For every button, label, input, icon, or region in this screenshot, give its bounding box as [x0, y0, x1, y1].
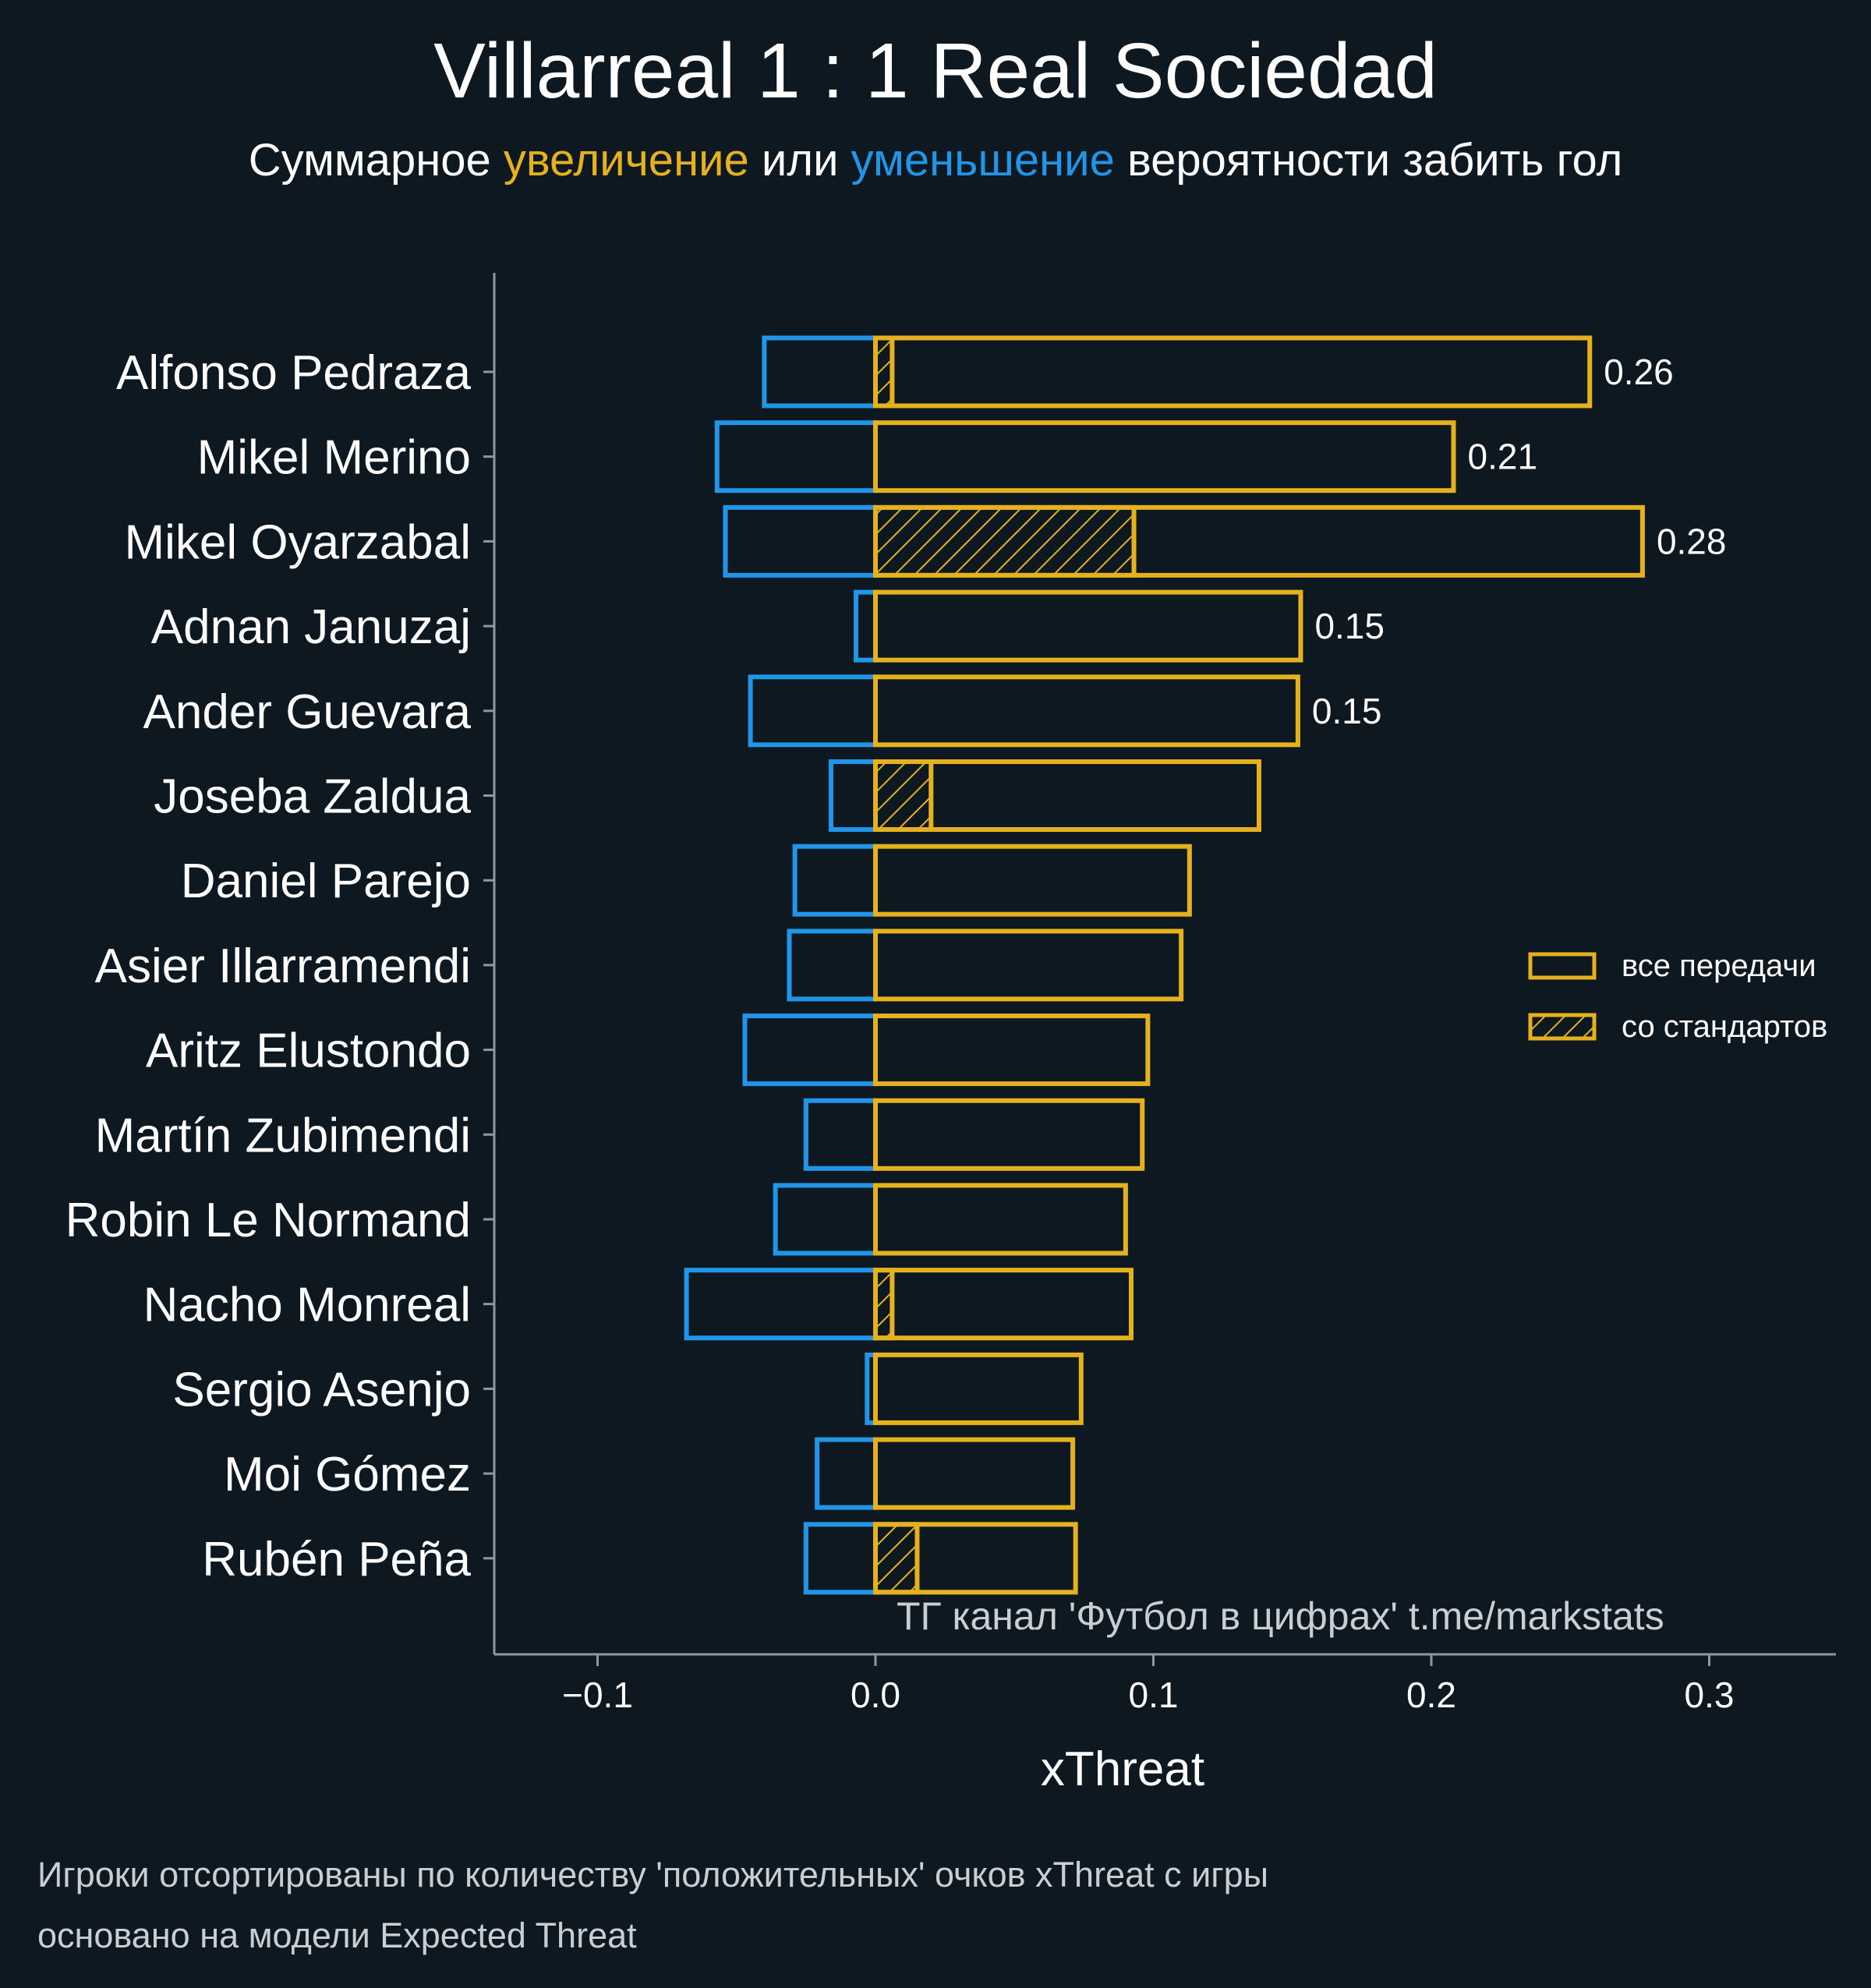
x-tick-label: 0.3 — [1685, 1675, 1735, 1715]
bar-positive — [873, 844, 1192, 917]
value-label: 0.15 — [1312, 691, 1382, 731]
bar-positive — [873, 589, 1303, 663]
bar-negative — [854, 589, 879, 663]
x-axis-label: xThreat — [1041, 1742, 1204, 1796]
bar-negative — [787, 929, 878, 1002]
bar-negative — [684, 1268, 879, 1341]
bar-negative — [815, 1437, 879, 1510]
subtitle-part-1: увеличение — [504, 135, 749, 186]
y-tick-label: Daniel Parejo — [181, 854, 471, 908]
bar-negative — [762, 335, 879, 409]
bar-positive — [873, 1013, 1151, 1087]
y-tick-label: Martín Zubimendi — [95, 1109, 471, 1162]
legend-swatch — [1528, 1013, 1597, 1041]
bar-negative — [828, 759, 878, 832]
y-tick-label: Rubén Peña — [202, 1533, 471, 1587]
bar-set-pieces — [873, 1268, 895, 1341]
y-tick-label: Sergio Asenjo — [172, 1363, 471, 1417]
y-tick-label: Adnan Januzaj — [151, 600, 471, 654]
footnote-2: основано на модели Expected Threat — [37, 1915, 637, 1955]
value-label: 0.21 — [1468, 437, 1538, 477]
subtitle-part-2: или — [749, 135, 851, 186]
bar-positive — [873, 929, 1184, 1002]
y-axis-labels: Alfonso Pedraza Mikel Merino Mikel Oyarzab… — [65, 346, 494, 1587]
bars-layer — [684, 335, 1645, 1595]
y-tick-label: Moi Gómez — [224, 1448, 471, 1502]
bar-positive — [873, 504, 1645, 578]
bar-positive — [873, 1437, 1076, 1510]
x-tick-label: 0.1 — [1129, 1675, 1179, 1715]
bar-positive — [873, 759, 1261, 832]
bar-negative — [723, 504, 878, 578]
bar-set-pieces — [873, 335, 895, 409]
bar-set-pieces — [873, 1522, 920, 1595]
chart-subtitle: Суммарное увеличение или уменьшение веро… — [249, 135, 1623, 186]
legend-swatch — [1528, 952, 1597, 980]
bar-set-pieces — [873, 504, 1137, 578]
chart-title: Villarreal 1 : 1 Real Sociedad — [433, 27, 1438, 115]
subtitle-part-0: Суммарное — [249, 135, 504, 186]
y-tick-label: Joseba Zaldua — [154, 770, 471, 824]
bar-positive — [873, 674, 1300, 748]
subtitle-part-4: вероятности забить гол — [1115, 135, 1622, 186]
y-tick-label: Mikel Oyarzabal — [125, 515, 471, 569]
bar-negative — [714, 420, 878, 493]
bar-positive — [873, 1183, 1128, 1256]
legend-label: все передачи — [1622, 949, 1816, 983]
value-label: 0.15 — [1314, 606, 1385, 646]
bar-positive — [873, 1522, 1078, 1595]
y-tick-label: Nacho Monreal — [143, 1279, 471, 1332]
y-tick-label: Aritz Elustondo — [146, 1024, 471, 1078]
bar-negative — [803, 1098, 878, 1171]
bar-positive — [873, 1098, 1145, 1171]
y-tick-label: Mikel Merino — [197, 431, 471, 485]
watermark: ТГ канал 'Футбол в цифрах' t.me/markstat… — [897, 1594, 1664, 1638]
value-label: 0.28 — [1657, 521, 1727, 561]
x-tick-label: 0.2 — [1406, 1675, 1456, 1715]
subtitle-part-3: уменьшение — [851, 135, 1115, 186]
y-tick-label: Alfonso Pedraza — [116, 346, 471, 400]
legend: все передачи со стандартов — [1528, 949, 1827, 1044]
x-axis-ticks: −0.1 0.0 0.1 0.2 0.3 — [562, 1654, 1734, 1715]
footnote-1: Игроки отсортированы по количеству 'поло… — [37, 1855, 1268, 1894]
bar-positive — [873, 420, 1456, 493]
x-tick-label: 0.0 — [851, 1675, 900, 1715]
bar-negative — [792, 844, 878, 917]
legend-label: со стандартов — [1622, 1010, 1827, 1044]
bar-negative — [773, 1183, 878, 1256]
y-tick-label: Robin Le Normand — [65, 1194, 471, 1247]
bar-set-pieces — [873, 759, 934, 832]
bar-positive — [873, 335, 1593, 409]
bar-negative — [748, 674, 879, 748]
value-labels: 0.26 0.21 0.28 0.15 0.15 — [1312, 352, 1727, 731]
bar-positive — [873, 1352, 1084, 1425]
x-tick-label: −0.1 — [562, 1675, 633, 1715]
y-tick-label: Ander Guevara — [143, 685, 472, 739]
y-tick-label: Asier Illarramendi — [95, 939, 471, 993]
bar-negative — [742, 1013, 878, 1087]
bar-negative — [803, 1522, 878, 1595]
value-label: 0.26 — [1604, 352, 1674, 392]
bar-positive — [873, 1268, 1134, 1341]
